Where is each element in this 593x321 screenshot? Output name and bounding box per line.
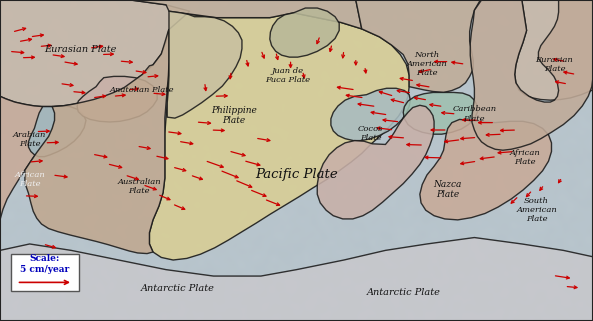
Polygon shape	[167, 11, 242, 118]
Text: African
Plate: African Plate	[14, 171, 45, 188]
Polygon shape	[28, 106, 86, 157]
Text: Pacific Plate: Pacific Plate	[255, 169, 338, 181]
Text: Juan de
Fuca Plate: Juan de Fuca Plate	[265, 67, 310, 84]
Text: Australian
Plate: Australian Plate	[117, 178, 161, 195]
Text: Eurasian
Plate: Eurasian Plate	[535, 56, 573, 73]
Text: Nazca
Plate: Nazca Plate	[433, 180, 462, 199]
Text: Antarctic Plate: Antarctic Plate	[141, 284, 215, 293]
Polygon shape	[403, 92, 477, 134]
Polygon shape	[0, 96, 55, 220]
Polygon shape	[270, 8, 339, 57]
Polygon shape	[0, 0, 190, 107]
Polygon shape	[515, 0, 593, 100]
Text: North
American
Plate: North American Plate	[407, 51, 447, 77]
Polygon shape	[77, 76, 157, 122]
Polygon shape	[420, 119, 551, 220]
Polygon shape	[0, 238, 593, 321]
Polygon shape	[356, 0, 480, 92]
Text: Arabian
Plate: Arabian Plate	[13, 131, 46, 148]
Bar	[11, 254, 79, 291]
Text: Caribbean
Plate: Caribbean Plate	[452, 105, 496, 123]
Text: South
American
Plate: South American Plate	[517, 197, 557, 223]
Polygon shape	[130, 0, 362, 29]
Polygon shape	[149, 11, 409, 260]
Text: Eurasian Plate: Eurasian Plate	[44, 45, 116, 54]
Text: Antarctic Plate: Antarctic Plate	[366, 288, 440, 297]
Text: Anatolian Plate: Anatolian Plate	[110, 86, 174, 94]
Polygon shape	[25, 30, 169, 254]
Text: Cocos
Plate: Cocos Plate	[358, 125, 383, 142]
Polygon shape	[331, 88, 410, 141]
Polygon shape	[317, 105, 434, 219]
Text: Philippine
Plate: Philippine Plate	[211, 106, 257, 125]
Text: African
Plate: African Plate	[509, 149, 540, 166]
Text: Scale:
5 cm/year: Scale: 5 cm/year	[20, 254, 69, 273]
Polygon shape	[470, 0, 593, 150]
